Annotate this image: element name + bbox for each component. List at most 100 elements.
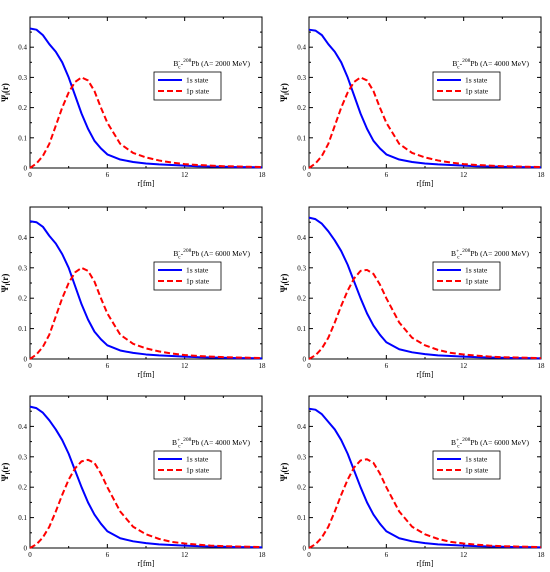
chart-panel-3: 0 6 12 18 0 0.1 0.2 0.3 0.4 r[fm] Ψl(r) B-c-208Pb (… bbox=[0, 206, 267, 379]
y-axis-label-sub: l bbox=[6, 93, 12, 95]
y-tick-label: 0.2 bbox=[297, 295, 306, 303]
legend-box bbox=[432, 450, 501, 480]
y-tick-label: 0 bbox=[24, 545, 28, 553]
chart-panel-5: 0 6 12 18 0 0.1 0.2 0.3 0.4 r[fm] Ψl(r) B+ c-208Pb (… bbox=[0, 395, 267, 568]
x-tick-label: 18 bbox=[259, 551, 267, 559]
title-dash: - bbox=[181, 438, 184, 447]
title-element: Pb bbox=[470, 59, 478, 68]
y-tick-label: 0.1 bbox=[18, 325, 27, 333]
y-tick-label: 0.4 bbox=[18, 423, 27, 431]
y-tick-label: 0.3 bbox=[297, 74, 306, 82]
title-dash: - bbox=[181, 59, 184, 68]
x-tick-label: 18 bbox=[259, 362, 267, 370]
x-tick-label: 6 bbox=[385, 362, 389, 370]
title-element: Pb bbox=[191, 438, 199, 447]
y-axis-label: Ψl(r) bbox=[279, 83, 291, 102]
y-axis-label-sub: l bbox=[285, 283, 291, 285]
title-dash: - bbox=[460, 249, 463, 258]
title-charge: + bbox=[177, 438, 180, 444]
title-base: B bbox=[452, 59, 457, 68]
legend-label-1p: 1p state bbox=[465, 277, 489, 286]
legend-label-1s: 1s state bbox=[465, 266, 488, 275]
y-tick-label: 0.2 bbox=[18, 104, 27, 112]
y-axis-label-arg: (r) bbox=[0, 274, 10, 284]
y-axis-label: Ψl(r) bbox=[0, 274, 12, 293]
legend-label-1p: 1p state bbox=[465, 87, 489, 96]
legend-label-1s: 1s state bbox=[186, 455, 209, 464]
title-dash: - bbox=[460, 438, 463, 447]
series-line-1s bbox=[29, 27, 263, 169]
y-tick-label: 0.3 bbox=[297, 264, 306, 272]
title-dash: - bbox=[181, 249, 184, 258]
y-tick-label: 0.4 bbox=[297, 423, 306, 431]
y-tick-label: 0 bbox=[303, 545, 307, 553]
title-sub: c bbox=[457, 444, 460, 450]
y-axis-label: Ψl(r) bbox=[279, 463, 291, 482]
x-axis-label: r[fm] bbox=[417, 179, 434, 188]
title-base: B bbox=[173, 59, 178, 68]
x-tick-label: 12 bbox=[460, 362, 468, 370]
title-cutoff: (Λ= 6000 MeV) bbox=[199, 249, 250, 258]
x-tick-label: 0 bbox=[28, 551, 32, 559]
x-tick-label: 0 bbox=[28, 171, 32, 179]
y-axis-label-main: Ψ bbox=[279, 95, 289, 102]
x-tick-label: 0 bbox=[307, 171, 311, 179]
y-axis-label-arg: (r) bbox=[0, 83, 10, 93]
x-axis-label: r[fm] bbox=[417, 370, 434, 379]
title-sub: c bbox=[178, 444, 181, 450]
title-sub: c bbox=[178, 255, 181, 261]
legend-box bbox=[432, 71, 501, 101]
x-tick-label: 18 bbox=[538, 171, 546, 179]
title-sub: c bbox=[178, 65, 181, 71]
series-line-1p bbox=[29, 76, 263, 169]
y-tick-label: 0.3 bbox=[297, 453, 306, 461]
title-charge: - bbox=[457, 59, 459, 65]
title-cutoff: (Λ= 2000 MeV) bbox=[199, 59, 250, 68]
series-line-1s bbox=[308, 28, 542, 169]
series-line-1p bbox=[308, 268, 542, 360]
y-axis-label-main: Ψ bbox=[0, 474, 10, 481]
y-axis-label-main: Ψ bbox=[0, 95, 10, 102]
y-tick-label: 0.4 bbox=[297, 44, 306, 52]
chart-panel-6: 0 6 12 18 0 0.1 0.2 0.3 0.4 r[fm] Ψl(r) B+ c-208Pb (… bbox=[279, 395, 545, 568]
x-tick-label: 12 bbox=[460, 551, 468, 559]
y-tick-label: 0.1 bbox=[297, 325, 306, 333]
x-tick-label: 6 bbox=[385, 551, 389, 559]
title-mass: 208 bbox=[183, 248, 192, 254]
title-charge: - bbox=[178, 59, 180, 65]
x-tick-label: 6 bbox=[385, 171, 389, 179]
y-axis-label-main: Ψ bbox=[0, 285, 10, 292]
chart-title: B+ c-208Pb (Λ= 2000 MeV) bbox=[451, 248, 529, 261]
y-tick-label: 0.1 bbox=[297, 134, 306, 142]
legend-label-1p: 1p state bbox=[186, 87, 210, 96]
chart-title: B-c-208Pb (Λ= 2000 MeV) bbox=[173, 58, 250, 71]
series-line-1s bbox=[308, 407, 542, 549]
y-axis-label-main: Ψ bbox=[279, 285, 289, 292]
plot-frame bbox=[308, 16, 542, 169]
x-tick-label: 0 bbox=[28, 362, 32, 370]
y-tick-label: 0 bbox=[303, 356, 307, 364]
x-tick-label: 6 bbox=[106, 551, 110, 559]
y-tick-label: 0 bbox=[24, 356, 28, 364]
y-tick-label: 0.4 bbox=[18, 44, 27, 52]
title-sub: c bbox=[457, 65, 460, 71]
y-axis-label-main: Ψ bbox=[279, 474, 289, 481]
title-cutoff: (Λ= 4000 MeV) bbox=[199, 438, 250, 447]
y-axis-label-arg: (r) bbox=[279, 463, 289, 473]
plot-frame bbox=[29, 395, 263, 549]
title-mass: 208 bbox=[462, 58, 471, 64]
title-dash: - bbox=[460, 59, 463, 68]
y-tick-label: 0.3 bbox=[18, 74, 27, 82]
x-tick-label: 0 bbox=[307, 362, 311, 370]
y-tick-label: 0.1 bbox=[18, 134, 27, 142]
series-line-1p bbox=[308, 458, 542, 549]
y-axis-label-arg: (r) bbox=[279, 274, 289, 284]
y-tick-label: 0 bbox=[24, 165, 28, 173]
title-mass: 208 bbox=[183, 437, 192, 443]
y-tick-label: 0.1 bbox=[297, 514, 306, 522]
y-axis-label-arg: (r) bbox=[0, 463, 10, 473]
series-line-1s bbox=[29, 220, 263, 360]
legend-label-1s: 1s state bbox=[186, 76, 209, 85]
title-element: Pb bbox=[470, 249, 478, 258]
chart-title: B+ c-208Pb (Λ= 4000 MeV) bbox=[172, 437, 250, 450]
